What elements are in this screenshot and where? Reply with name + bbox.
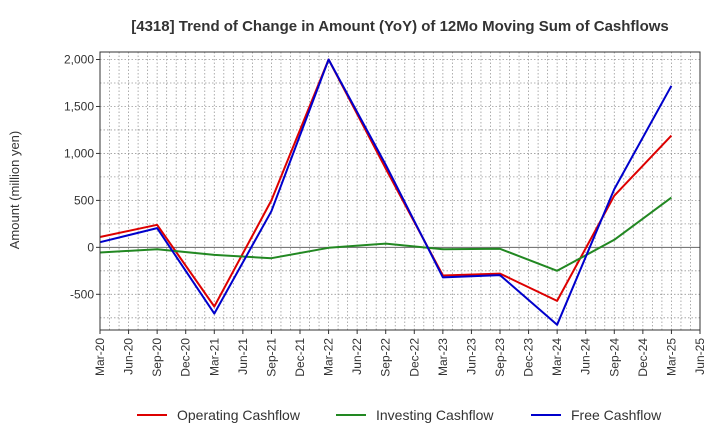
x-tick-label: Mar-22 (322, 338, 336, 376)
legend-label-free: Free Cashflow (571, 407, 662, 423)
x-tick-label: Sep-22 (379, 338, 393, 377)
y-tick-label: -500 (70, 287, 94, 301)
chart-title: [4318] Trend of Change in Amount (YoY) o… (131, 18, 669, 35)
x-tick-label: Jun-23 (464, 338, 478, 375)
x-ticks: Mar-20 Jun-20 Sep-20 Dec-20 Mar-21 Jun-21 Sep-… (93, 330, 707, 377)
series-line-operating-cashflow (99, 58, 673, 308)
series-line-free-cashflow (99, 58, 673, 326)
x-tick-label: Dec-22 (407, 338, 421, 377)
x-tick-label: Jun-22 (350, 338, 364, 375)
legend-label-operating: Operating Cashflow (177, 407, 301, 423)
x-tick-label: Jun-24 (579, 338, 593, 375)
y-tick-label: 500 (74, 193, 94, 207)
y-ticks: 2,000 1,500 1,000 500 0 -500 (64, 53, 100, 301)
y-tick-label: 1,000 (64, 146, 94, 160)
legend-label-investing: Investing Cashflow (376, 407, 494, 423)
x-tick-label: Dec-23 (522, 338, 536, 377)
y-axis-label: Amount (million yen) (7, 131, 22, 250)
x-tick-label: Jun-25 (693, 338, 707, 375)
series-line-investing-cashflow (99, 196, 672, 272)
x-tick-label: Dec-20 (179, 338, 193, 377)
y-tick-label: 2,000 (64, 53, 94, 67)
x-tick-label: Sep-24 (607, 338, 621, 377)
y-tick-label: 1,500 (64, 99, 94, 113)
legend: Operating Cashflow Investing Cashflow Fr… (137, 407, 662, 423)
x-tick-label: Mar-21 (207, 338, 221, 376)
x-tick-label: Mar-20 (93, 338, 107, 376)
x-tick-label: Mar-24 (550, 338, 564, 376)
plot-frame (99, 51, 701, 331)
y-tick-label: 0 (87, 240, 94, 254)
x-tick-label: Mar-23 (436, 338, 450, 376)
x-tick-label: Sep-20 (150, 338, 164, 377)
x-tick-label: Dec-21 (293, 338, 307, 377)
x-tick-label: Jun-20 (122, 338, 136, 375)
grid (99, 52, 701, 330)
x-tick-label: Sep-23 (493, 338, 507, 377)
x-tick-label: Dec-24 (636, 338, 650, 377)
x-tick-label: Jun-21 (236, 338, 250, 375)
x-tick-label: Mar-25 (664, 338, 678, 376)
series-group (99, 58, 673, 326)
x-tick-label: Sep-21 (264, 338, 278, 377)
